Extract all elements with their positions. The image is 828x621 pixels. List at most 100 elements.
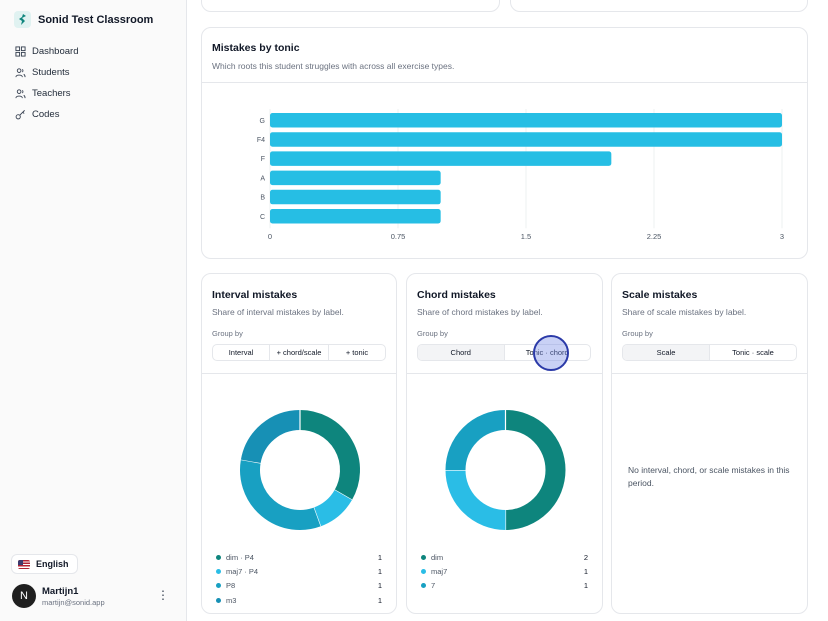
users-icon xyxy=(15,89,26,99)
sidebar-item-teachers[interactable]: Teachers xyxy=(12,83,177,104)
sidebar-item-dashboard[interactable]: Dashboard xyxy=(12,41,177,62)
app-name: Sonid Test Classroom xyxy=(38,13,154,26)
group-by-label: Group by xyxy=(212,329,243,338)
legend-dot xyxy=(421,583,426,589)
group-option-tonic-scale[interactable]: Tonic · scale xyxy=(732,348,774,357)
y-tick-label: A xyxy=(260,175,265,182)
group-option-scale[interactable]: Scale xyxy=(623,345,710,360)
y-tick-label: F4 xyxy=(257,137,265,144)
bar-C[interactable] xyxy=(270,209,441,224)
donut-slice[interactable] xyxy=(240,410,301,464)
bar-F[interactable] xyxy=(270,151,612,166)
slice-separator xyxy=(313,507,322,527)
brand[interactable]: Sonid Test Classroom xyxy=(14,11,153,28)
interval-mistakes-card: Interval mistakes Share of interval mist… xyxy=(201,273,397,614)
donut-slice[interactable] xyxy=(445,469,506,530)
group-by-label: Group by xyxy=(622,329,653,338)
sidebar-nav: Dashboard Students Teachers Codes xyxy=(12,41,177,125)
group-option-tonic[interactable]: + tonic xyxy=(345,348,369,357)
legend-item: dim · P4 1 xyxy=(216,550,382,564)
card-title: Interval mistakes xyxy=(212,289,298,301)
language-button[interactable]: English xyxy=(11,554,78,574)
avatar: N xyxy=(12,584,36,608)
group-option-interval[interactable]: Interval xyxy=(213,345,270,360)
sonid-logo-icon xyxy=(14,11,31,28)
donut-slice[interactable] xyxy=(240,459,321,530)
divider xyxy=(202,82,807,83)
y-tick-label: F xyxy=(261,156,265,163)
top-card-right xyxy=(510,0,808,12)
top-card-left xyxy=(201,0,500,12)
legend-item: P8 1 xyxy=(216,579,382,593)
group-by-toggle: Scale Tonic · scale xyxy=(622,344,797,361)
x-tick-label: 0 xyxy=(268,232,272,241)
y-tick-label: G xyxy=(260,118,265,125)
y-tick-label: C xyxy=(260,214,265,221)
legend-dot xyxy=(216,583,221,589)
sidebar-item-label: Dashboard xyxy=(32,46,79,57)
x-tick-label: 3 xyxy=(780,232,784,241)
bar-B[interactable] xyxy=(270,189,441,205)
user-email: martijn@sonid.app xyxy=(42,597,105,607)
tonic-bar-chart: 0 0.75 1.5 2.25 3 G F4 F A B C xyxy=(257,109,784,241)
sidebar: Sonid Test Classroom Dashboard Students … xyxy=(0,0,187,621)
bar-A[interactable] xyxy=(270,170,441,186)
sidebar-item-label: Codes xyxy=(32,109,60,120)
legend-item: maj7 · P4 1 xyxy=(216,564,382,578)
divider xyxy=(407,373,602,374)
group-option-chord[interactable]: Chord xyxy=(418,345,505,360)
group-by-toggle: Interval + chord/scale + tonic xyxy=(212,344,386,361)
x-tick-label: 1.5 xyxy=(521,232,531,241)
x-tick-label: 2.25 xyxy=(647,232,662,241)
card-title: Mistakes by tonic xyxy=(212,42,300,54)
card-subtitle: Share of chord mistakes by label. xyxy=(417,307,543,317)
group-by-label: Group by xyxy=(417,329,448,338)
scale-mistakes-card: Scale mistakes Share of scale mistakes b… xyxy=(611,273,808,614)
legend-dot xyxy=(216,568,221,574)
key-icon xyxy=(15,110,25,120)
legend-item: dim 2 xyxy=(421,550,588,564)
empty-state-message: No interval, chord, or scale mistakes in… xyxy=(628,465,790,488)
sidebar-item-label: Teachers xyxy=(32,88,71,99)
language-label: English xyxy=(36,559,69,569)
card-subtitle: Share of scale mistakes by label. xyxy=(622,307,747,317)
bar-G[interactable] xyxy=(270,113,782,128)
tonic-chart-card: Mistakes by tonic Which roots this stude… xyxy=(201,27,808,259)
chord-mistakes-card: Chord mistakes Share of chord mistakes b… xyxy=(406,273,603,614)
more-vertical-icon[interactable]: ⋮ xyxy=(157,588,169,602)
divider xyxy=(612,373,807,374)
sidebar-item-students[interactable]: Students xyxy=(12,62,177,83)
donut-slice[interactable] xyxy=(505,410,566,530)
donut-slice[interactable] xyxy=(299,410,360,500)
legend-dot xyxy=(421,568,426,574)
group-option-chord-scale[interactable]: + chord/scale xyxy=(270,345,329,360)
card-subtitle: Which roots this student struggles with … xyxy=(212,61,455,71)
y-tick-label: B xyxy=(260,195,265,202)
user-name: Martijn1 xyxy=(42,585,79,597)
legend-item: maj7 1 xyxy=(421,564,588,578)
us-flag-icon xyxy=(18,559,30,569)
donut-slice[interactable] xyxy=(313,489,352,527)
legend-dot xyxy=(216,554,221,560)
chord-donut-chart xyxy=(445,410,566,530)
divider xyxy=(202,373,396,374)
users-icon xyxy=(15,68,26,78)
dashboard-icon xyxy=(15,46,26,57)
donut-slice[interactable] xyxy=(445,410,506,471)
cursor-indicator xyxy=(533,335,569,371)
sidebar-item-label: Students xyxy=(32,67,70,78)
interval-donut-chart xyxy=(240,410,360,530)
user-menu[interactable]: N Martijn1 martijn@sonid.app ⋮ xyxy=(12,584,177,608)
legend-dot xyxy=(421,554,426,560)
bar-F4[interactable] xyxy=(270,132,782,147)
interval-legend: dim · P4 1 maj7 · P4 1 P8 1 m3 1 xyxy=(216,550,382,607)
x-tick-label: 0.75 xyxy=(391,232,406,241)
card-title: Scale mistakes xyxy=(622,289,698,301)
sidebar-item-codes[interactable]: Codes xyxy=(12,104,177,125)
legend-dot xyxy=(216,597,221,603)
legend-item: m3 1 xyxy=(216,593,382,607)
card-title: Chord mistakes xyxy=(417,289,496,301)
slice-separator xyxy=(240,458,261,464)
